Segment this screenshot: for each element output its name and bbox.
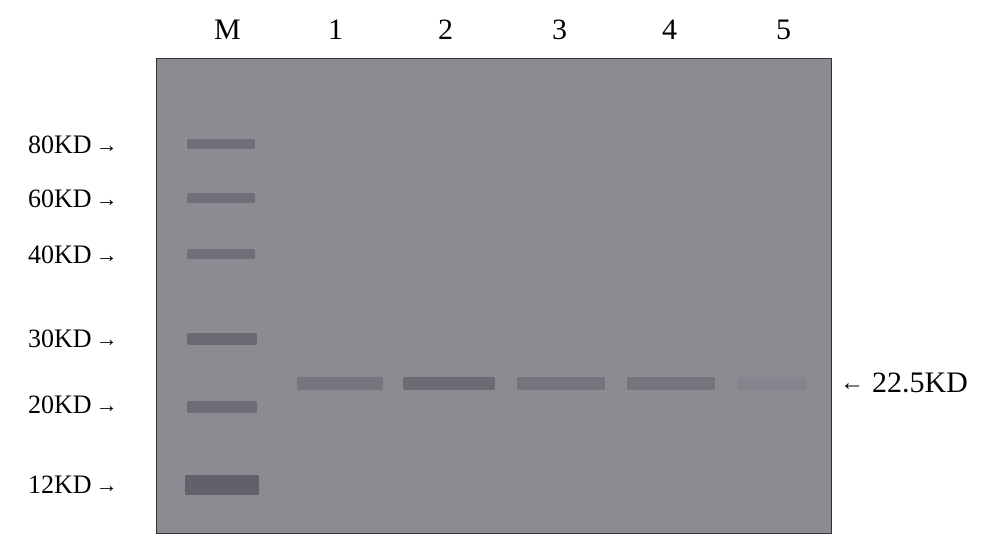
ladder-band-20kd	[187, 401, 257, 413]
sample-band-lane1	[297, 377, 383, 390]
arrow-right-icon: →	[96, 326, 118, 352]
marker-label-30kd: 30KD →	[28, 324, 118, 354]
marker-label-60kd: 60KD →	[28, 184, 118, 214]
marker-text-60kd: 60KD	[28, 184, 92, 214]
sample-band-lane3	[517, 377, 605, 390]
right-label-22-5kd: ← 22.5KD	[840, 366, 968, 400]
lane-label-3: 3	[552, 13, 567, 47]
ladder-band-40kd	[187, 249, 255, 259]
sample-band-lane5	[737, 377, 807, 390]
right-label-text: 22.5KD	[872, 366, 968, 400]
ladder-band-80kd	[187, 139, 255, 149]
arrow-right-icon: →	[96, 186, 118, 212]
ladder-band-12kd	[185, 475, 259, 495]
arrow-right-icon: →	[96, 472, 118, 498]
marker-label-12kd: 12KD →	[28, 470, 118, 500]
marker-label-40kd: 40KD →	[28, 240, 118, 270]
ladder-band-60kd	[187, 193, 255, 203]
sample-band-lane2	[403, 377, 495, 390]
arrow-right-icon: →	[96, 392, 118, 418]
lane-label-4: 4	[662, 13, 677, 47]
marker-label-80kd: 80KD →	[28, 130, 118, 160]
arrow-right-icon: →	[96, 132, 118, 158]
marker-text-20kd: 20KD	[28, 390, 92, 420]
gel-image	[156, 58, 832, 534]
lane-label-2: 2	[438, 13, 453, 47]
lane-label-5: 5	[776, 13, 791, 47]
sample-band-lane4	[627, 377, 715, 390]
marker-label-20kd: 20KD →	[28, 390, 118, 420]
marker-text-30kd: 30KD	[28, 324, 92, 354]
marker-text-40kd: 40KD	[28, 240, 92, 270]
arrow-right-icon: →	[96, 242, 118, 268]
marker-text-12kd: 12KD	[28, 470, 92, 500]
lane-label-marker: M	[214, 13, 241, 47]
arrow-left-icon: ←	[840, 370, 864, 397]
ladder-band-30kd	[187, 333, 257, 345]
marker-text-80kd: 80KD	[28, 130, 92, 160]
lane-label-1: 1	[328, 13, 343, 47]
